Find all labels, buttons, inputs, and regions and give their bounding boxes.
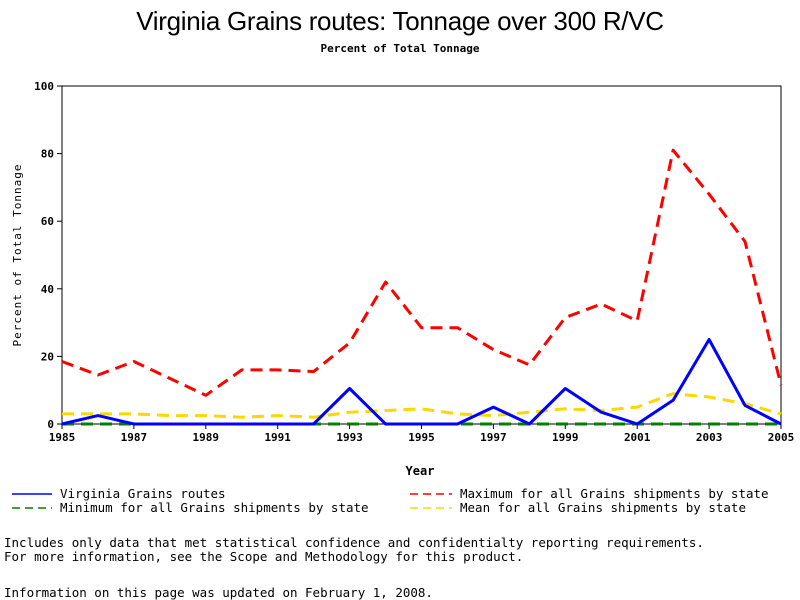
x-tick-label: 2003 [696,431,723,444]
y-axis: 0 20 40 60 80 100 [34,80,62,431]
series-line-0 [61,338,782,426]
legend-label-mean: Mean for all Grains shipments by state [460,500,746,515]
x-tick-label: 1987 [121,431,148,444]
y-tick-label: 60 [41,215,54,228]
legend-label-maximum: Maximum for all Grains shipments by stat… [460,486,769,501]
y-tick-label: 100 [34,80,54,93]
x-tick-label: 1999 [552,431,579,444]
plot-area [61,85,782,425]
y-tick-label: 20 [41,350,54,363]
x-tick-label: 1989 [193,431,220,444]
series-line-3 [62,392,782,419]
chart-title: Virginia Grains routes: Tonnage over 300… [136,6,664,36]
x-axis-label: Year [406,464,435,478]
x-tick-label: 1993 [336,431,363,444]
x-tick-label: 1997 [480,431,507,444]
footnote-confidence: Includes only data that met statistical … [4,535,704,550]
chart-subtitle: Percent of Total Tonnage [320,42,480,55]
footnote-updated: Information on this page was updated on … [4,585,433,600]
x-tick-label: 2005 [768,431,795,444]
x-tick-label: 2001 [624,431,651,444]
legend-label-minimum: Minimum for all Grains shipments by stat… [60,500,369,515]
series-line-1 [61,148,783,397]
x-tick-label: 1991 [264,431,291,444]
y-tick-label: 0 [47,418,54,431]
legend-label-virginia: Virginia Grains routes [60,486,226,501]
y-tick-label: 80 [41,148,54,161]
x-tick-label: 1995 [408,431,435,444]
series-layer [61,148,783,426]
y-axis-label: Percent of Total Tonnage [11,164,24,347]
x-axis: 1985 1987 1989 1991 1993 1995 1997 1999 2001 2003… [49,424,795,444]
footnote-methodology: For more information, see the Scope and … [4,549,524,564]
x-tick-label: 1985 [49,431,76,444]
y-tick-label: 40 [41,283,54,296]
legend [12,493,452,509]
